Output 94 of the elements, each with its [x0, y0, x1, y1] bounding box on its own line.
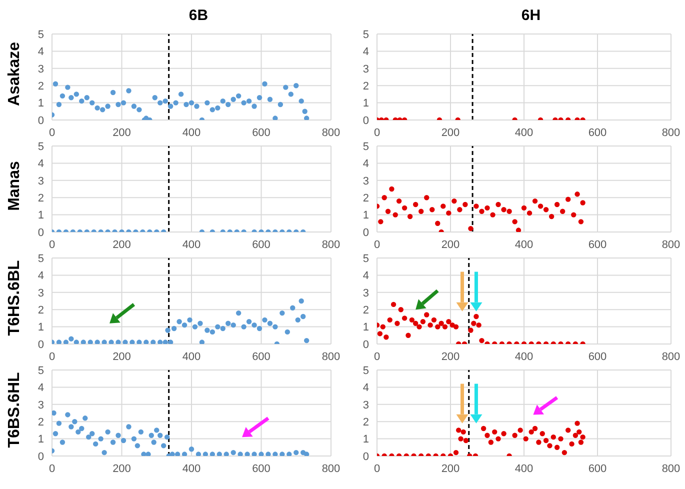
x-tick-label: 400 — [514, 462, 534, 475]
x-tick-label: 600 — [252, 126, 270, 139]
y-tick-label: 1 — [362, 98, 369, 110]
y-tick-label: 5 — [38, 140, 44, 153]
x-tick-label: 200 — [112, 126, 131, 139]
chart-title: 6B — [188, 6, 210, 26]
x-tick-label: 400 — [514, 238, 534, 251]
y-axis-title: Manas — [6, 161, 24, 211]
x-tick-label: 400 — [514, 126, 534, 139]
x-tick-label: 400 — [514, 350, 534, 363]
y-tick-label: 0 — [362, 114, 369, 127]
x-tick-label: 400 — [182, 126, 201, 139]
y-tick-label: 1 — [38, 322, 44, 334]
chart-title: 6H — [520, 6, 542, 26]
y-tick-label: 2 — [362, 192, 369, 205]
x-tick-label: 200 — [441, 350, 460, 363]
y-tick-label: 4 — [362, 46, 369, 58]
x-tick-label: 600 — [588, 350, 607, 363]
x-tick-label: 400 — [182, 238, 201, 251]
x-tick-label: 800 — [322, 462, 340, 475]
y-tick-label: 4 — [38, 382, 44, 394]
x-tick-label: 600 — [588, 238, 607, 251]
x-tick-label: 200 — [441, 238, 460, 251]
x-tick-label: 0 — [48, 350, 56, 363]
y-tick-label: 5 — [362, 28, 369, 41]
x-tick-label: 800 — [662, 462, 680, 475]
x-tick-label: 0 — [48, 238, 56, 251]
x-tick-label: 800 — [322, 238, 340, 251]
y-tick-label: 2 — [362, 80, 369, 93]
x-tick-label: 600 — [252, 238, 270, 251]
y-tick-label: 1 — [362, 322, 369, 334]
y-tick-label: 3 — [38, 175, 44, 188]
y-tick-label: 4 — [362, 382, 369, 394]
y-tick-label: 0 — [38, 450, 44, 463]
x-tick-label: 800 — [322, 126, 340, 139]
y-tick-label: 3 — [38, 399, 44, 412]
x-tick-label: 200 — [112, 462, 131, 475]
x-tick-label: 0 — [48, 462, 56, 475]
y-tick-label: 1 — [362, 434, 369, 446]
x-tick-label: 0 — [374, 126, 380, 139]
y-tick-label: 3 — [362, 175, 369, 188]
y-tick-label: 0 — [38, 226, 44, 239]
y-tick-label: 3 — [362, 287, 369, 300]
y-tick-label: 4 — [38, 158, 44, 170]
x-tick-label: 800 — [322, 350, 340, 363]
x-tick-label: 600 — [588, 126, 607, 139]
x-tick-label: 600 — [252, 462, 270, 475]
y-tick-label: 0 — [38, 114, 44, 127]
x-tick-label: 600 — [252, 350, 270, 363]
y-tick-label: 4 — [38, 46, 44, 58]
y-tick-label: 1 — [38, 210, 44, 222]
x-tick-label: 200 — [112, 350, 131, 363]
x-tick-label: 400 — [182, 462, 201, 475]
y-tick-label: 2 — [38, 416, 44, 429]
y-tick-label: 2 — [38, 80, 44, 93]
y-tick-label: 2 — [362, 304, 369, 317]
y-axis-title: T6HS.6BL — [6, 260, 24, 336]
y-tick-label: 3 — [38, 287, 44, 300]
x-tick-label: 0 — [374, 238, 380, 251]
y-tick-label: 5 — [38, 364, 44, 377]
y-tick-label: 5 — [38, 252, 44, 265]
y-tick-label: 1 — [362, 210, 369, 222]
x-tick-label: 800 — [662, 126, 680, 139]
y-tick-label: 3 — [38, 63, 44, 76]
y-tick-label: 5 — [362, 252, 369, 265]
y-axis-title: T6BS.6HL — [6, 372, 24, 448]
x-tick-label: 0 — [374, 350, 380, 363]
x-tick-label: 400 — [182, 350, 201, 363]
x-tick-label: 200 — [112, 238, 131, 251]
y-tick-label: 4 — [38, 270, 44, 282]
y-tick-label: 0 — [362, 450, 369, 463]
x-tick-label: 200 — [441, 126, 460, 139]
y-tick-label: 0 — [362, 226, 369, 239]
x-tick-label: 200 — [441, 462, 460, 475]
y-tick-label: 3 — [362, 399, 369, 412]
y-axis-title: Asakaze — [6, 42, 24, 106]
y-tick-label: 3 — [362, 63, 369, 76]
y-tick-label: 5 — [38, 28, 44, 41]
y-tick-label: 1 — [38, 98, 44, 110]
x-tick-label: 800 — [662, 350, 680, 363]
y-tick-label: 0 — [38, 338, 44, 351]
y-tick-label: 0 — [362, 338, 369, 351]
x-tick-label: 800 — [662, 238, 680, 251]
y-tick-label: 2 — [38, 304, 44, 317]
x-tick-label: 0 — [374, 462, 380, 475]
y-tick-label: 1 — [38, 434, 44, 446]
y-tick-label: 5 — [362, 140, 369, 153]
x-tick-label: 600 — [588, 462, 607, 475]
y-tick-label: 2 — [362, 416, 369, 429]
y-tick-label: 4 — [362, 270, 369, 282]
y-tick-label: 5 — [362, 364, 369, 377]
x-tick-label: 0 — [48, 126, 56, 139]
y-tick-label: 2 — [38, 192, 44, 205]
y-tick-label: 4 — [362, 158, 369, 170]
